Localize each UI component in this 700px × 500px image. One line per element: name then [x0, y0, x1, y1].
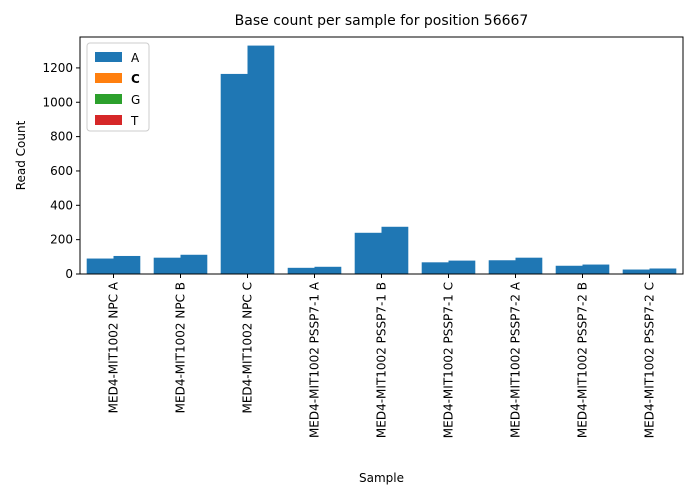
legend-swatch-a: [95, 52, 122, 62]
x-tick-label-8: MED4-MIT1002 PSSP7-2 C: [643, 282, 657, 438]
y-tick-label-800: 800: [50, 130, 73, 144]
bar-a-5-1: [448, 260, 476, 274]
y-tick-label-600: 600: [50, 164, 73, 178]
legend-label-c: C: [131, 72, 140, 86]
legend-label-a: A: [131, 51, 140, 65]
bar-a-3-0: [287, 267, 315, 274]
y-tick-label-1200: 1200: [42, 61, 73, 75]
bar-a-7-1: [582, 264, 610, 274]
legend-swatch-c: [95, 73, 122, 83]
bar-a-1-1: [180, 254, 208, 274]
bar-a-0-1: [113, 255, 141, 274]
legend-label-g: G: [131, 93, 140, 107]
y-tick-label-0: 0: [65, 267, 73, 281]
y-tick-label-200: 200: [50, 233, 73, 247]
axes-layer: 0 200 400 600 800 1000 1200 MED4-MIT1002 NPC A M…: [42, 36, 684, 438]
bar-a-6-0: [488, 260, 516, 274]
bars-layer: [86, 45, 677, 274]
x-tick-label-0: MED4-MIT1002 NPC A: [107, 281, 121, 413]
y-axis-label: Read Count: [14, 120, 28, 190]
legend-box: [86, 42, 150, 132]
chart-title: Base count per sample for position 56667: [235, 13, 529, 29]
legend-label-t: T: [130, 114, 139, 128]
x-tick-label-3: MED4-MIT1002 PSSP7-1 A: [308, 281, 322, 438]
legend-swatch-g: [95, 94, 122, 104]
bar-a-7-0: [555, 265, 583, 274]
y-tick-label-1000: 1000: [42, 95, 73, 109]
x-tick-label-1: MED4-MIT1002 NPC B: [174, 282, 188, 413]
x-tick-label-4: MED4-MIT1002 PSSP7-1 B: [375, 282, 389, 438]
bar-a-8-1: [649, 268, 677, 274]
x-axis-label: Sample: [359, 471, 404, 485]
bar-a-6-1: [515, 257, 543, 274]
bar-a-5-0: [421, 262, 449, 274]
x-tick-label-2: MED4-MIT1002 NPC C: [241, 282, 255, 414]
bar-a-2-1: [247, 45, 275, 274]
bar-a-2-0: [220, 73, 248, 274]
bar-a-8-0: [622, 269, 650, 274]
y-tick-label-400: 400: [50, 198, 73, 212]
bar-a-1-0: [153, 257, 181, 274]
bar-a-4-0: [354, 232, 382, 274]
x-tick-label-6: MED4-MIT1002 PSSP7-2 A: [509, 281, 523, 438]
x-tick-label-7: MED4-MIT1002 PSSP7-2 B: [576, 282, 590, 438]
bar-a-4-1: [381, 226, 409, 274]
bar-a-0-0: [86, 258, 114, 274]
bar-a-3-1: [314, 266, 342, 274]
x-tick-label-5: MED4-MIT1002 PSSP7-1 C: [442, 282, 456, 438]
legend-swatch-t: [95, 115, 122, 125]
